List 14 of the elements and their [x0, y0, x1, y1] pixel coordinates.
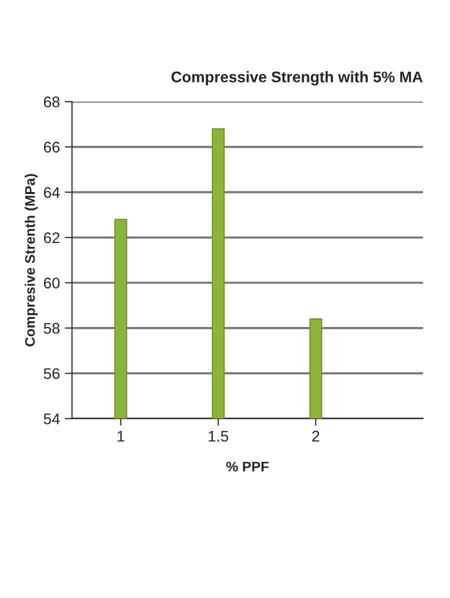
y-tick-label: 68	[44, 96, 60, 108]
y-tick-label: 60	[44, 278, 60, 288]
y-tick-label: 62	[44, 232, 60, 244]
x-tick-label: 1.5	[208, 430, 228, 442]
y-tick-label: 54	[44, 414, 60, 424]
y-tick-label: 58	[44, 322, 60, 334]
chart-title: Compressive Strength with 5% MA	[172, 71, 423, 86]
y-tick-label: 64	[44, 187, 60, 198]
y-axis-title: Compresive Strenth (MPa)	[24, 174, 38, 346]
y-tick-label: 66	[44, 142, 60, 153]
y-tick-label: 56	[44, 368, 60, 380]
x-tick-label: 2	[312, 430, 320, 442]
x-tick-label: 1	[118, 430, 124, 442]
x-axis-title: % PPF	[226, 462, 269, 472]
